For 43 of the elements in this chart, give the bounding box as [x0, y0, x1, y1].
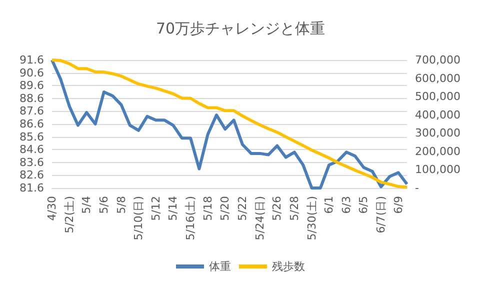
x-tick-label: 6/3	[340, 196, 353, 214]
legend-label: 残歩数	[272, 260, 305, 273]
x-tick-label: 5/8	[114, 196, 128, 214]
x-tick-label: 5/26	[270, 196, 284, 221]
y2-tick-label: 300,000	[415, 126, 460, 140]
x-tick-label: 5/28	[288, 196, 301, 221]
y-tick-label: 91.6	[20, 54, 44, 66]
x-tick-label: 5/16(土)	[184, 196, 198, 240]
y2-tick-label: 600,000	[415, 72, 460, 85]
x-tick-label: 5/4	[80, 196, 94, 214]
x-tick-label: 5/24(日)	[253, 196, 266, 240]
y2-tick-label: 500,000	[415, 90, 460, 104]
x-tick-label: 5/14	[166, 196, 180, 221]
x-tick-label: 5/10(日)	[132, 196, 146, 240]
y-tick-label: 90.6	[20, 66, 44, 80]
y-tick-label: 84.6	[20, 143, 44, 156]
chart-title: 70万歩チャレンジと体重	[156, 20, 326, 38]
x-tick-label: 6/5	[357, 196, 370, 214]
y-tick-label: 87.6	[20, 104, 44, 118]
y-tick-label: 85.6	[20, 130, 44, 144]
y-tick-label: 88.6	[20, 92, 44, 105]
x-tick-label: 5/30(土)	[305, 196, 318, 240]
x-tick-label: 5/20	[218, 196, 232, 221]
x-tick-label: 6/7(日)	[374, 196, 388, 234]
x-tick-label: 6/9	[392, 196, 405, 214]
legend-label: 体重	[209, 260, 231, 273]
x-tick-label: 5/12	[149, 196, 162, 221]
x-tick-label: 5/6	[97, 196, 110, 214]
y2-tick-label: 100,000	[415, 163, 460, 176]
x-tick-label: 5/22	[236, 196, 249, 221]
x-tick-label: 5/18	[201, 196, 214, 221]
y2-tick-label: -	[415, 182, 419, 194]
x-tick-label: 4/30	[46, 196, 58, 221]
y-tick-label: 81.6	[20, 182, 44, 194]
y2-tick-label: 700,000	[415, 54, 460, 66]
y2-tick-label: 200,000	[415, 144, 460, 158]
x-tick-label: 5/2(土)	[62, 196, 76, 234]
y-tick-label: 89.6	[20, 79, 44, 92]
y-tick-label: 83.6	[20, 156, 44, 169]
y-tick-label: 82.6	[20, 168, 44, 182]
y-tick-label: 86.6	[20, 118, 44, 130]
y2-tick-label: 400,000	[415, 108, 460, 122]
x-tick-label: 6/1	[322, 196, 336, 214]
